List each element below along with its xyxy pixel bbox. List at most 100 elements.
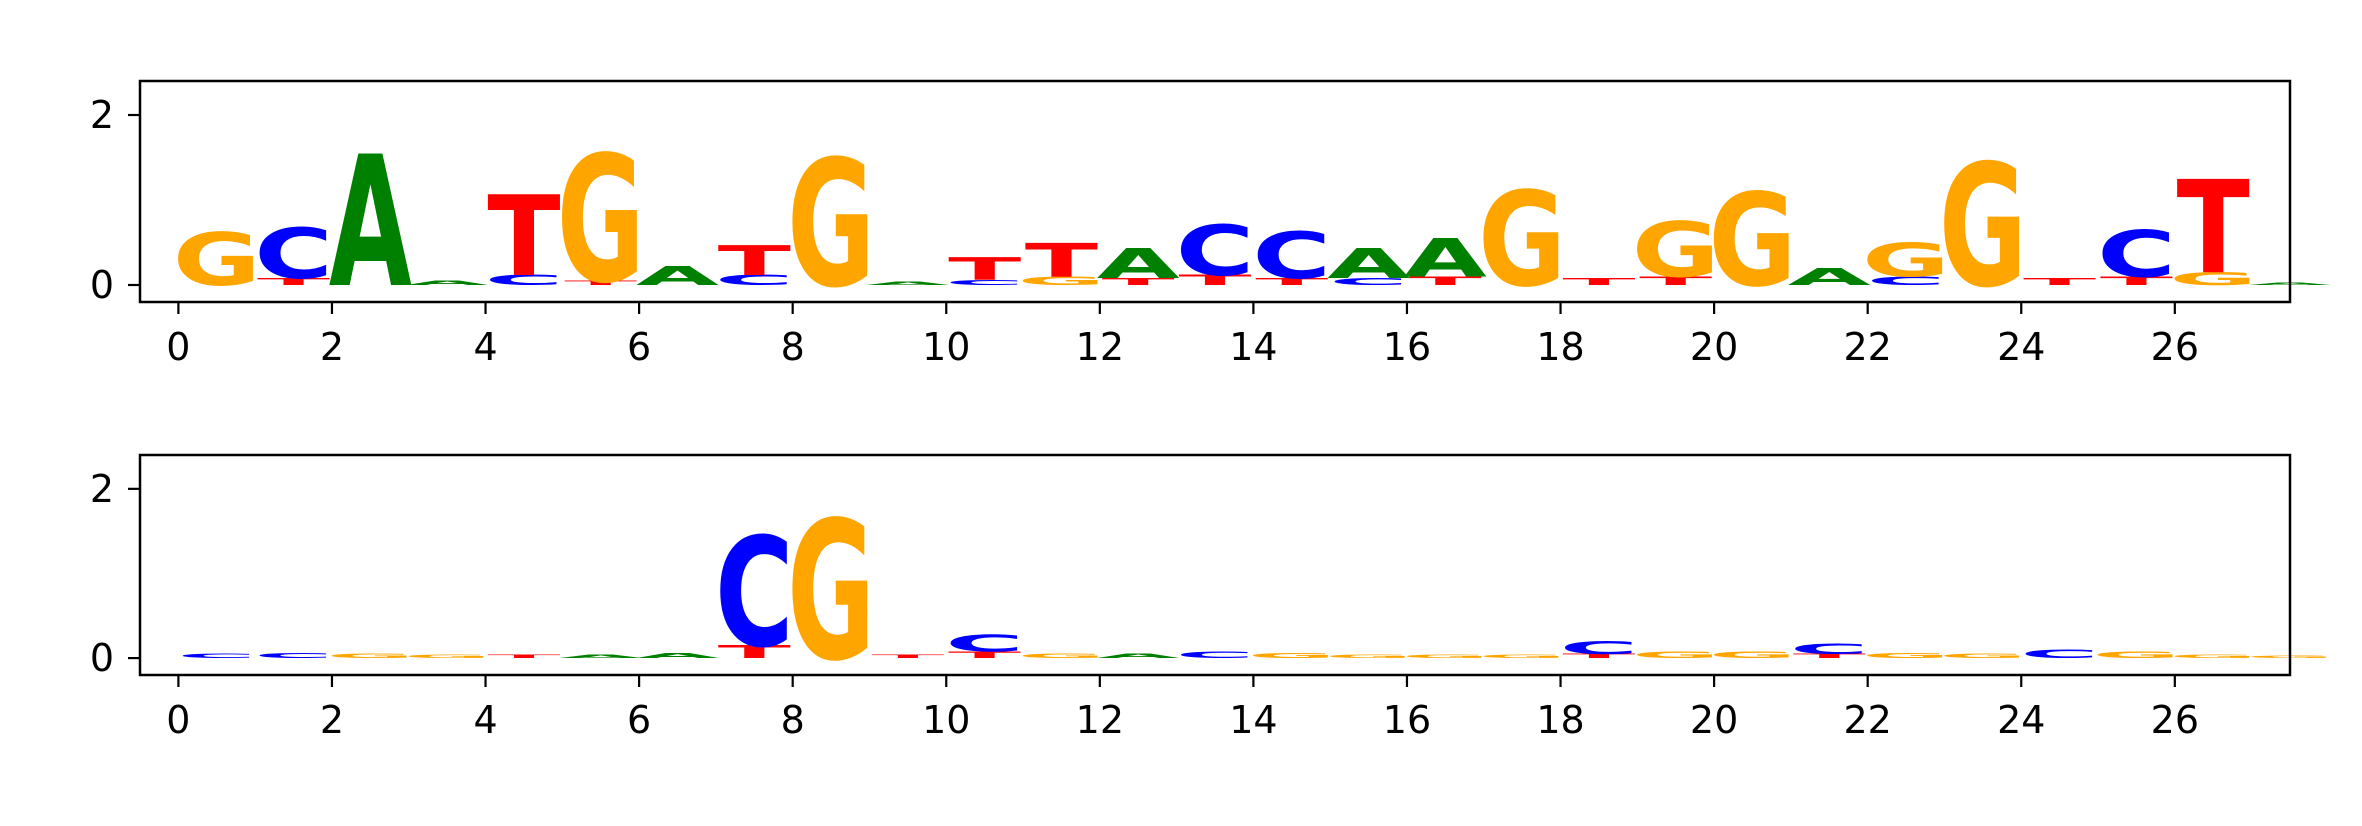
logo-letter-A: A <box>559 654 642 659</box>
x-tick-label: 4 <box>473 698 497 742</box>
logo-letter-T: T <box>718 642 791 662</box>
logo-letter-G: G <box>1017 274 1105 288</box>
logo-letter-A: A <box>1404 228 1487 289</box>
logo-letter-T: T <box>1102 276 1175 287</box>
logo-letter-T: T <box>2023 276 2096 287</box>
logo-letter-T: T <box>948 251 1021 288</box>
x-tick-label: 8 <box>781 325 805 369</box>
logo-letter-C: C <box>715 272 794 288</box>
logo-letter-G: G <box>1017 653 1105 660</box>
x-tick-label: 26 <box>2151 325 2199 369</box>
logo-letter-A: A <box>1327 241 1410 288</box>
logo-letter-A: A <box>866 281 949 286</box>
logo-letter-G: G <box>403 654 491 659</box>
x-tick-label: 2 <box>320 325 344 369</box>
logo-letter-T: T <box>2100 274 2173 288</box>
axes-frame <box>138 79 2292 304</box>
logo-letter-T: T <box>1178 272 1251 288</box>
logo-letter-T: T <box>564 280 637 287</box>
logo-letter-G: G <box>1248 652 1336 660</box>
logo-letter-G: G <box>1862 652 1950 660</box>
x-tick-label: 16 <box>1383 698 1431 742</box>
x-tick-label: 26 <box>2151 698 2199 742</box>
logo-letter-G: G <box>2169 269 2257 289</box>
logo-letter-G: G <box>173 218 261 302</box>
x-tick-label: 8 <box>781 698 805 742</box>
logo-letter-G: G <box>787 124 875 328</box>
logo-letter-A: A <box>406 280 489 287</box>
logo-letter-A: A <box>636 262 719 292</box>
logo-letter-C: C <box>254 652 333 660</box>
logo-letter-T: T <box>2177 153 2250 303</box>
logo-letter-A: A <box>329 118 412 328</box>
logo-letter-G: G <box>1401 654 1489 659</box>
logo-letter-G: G <box>2169 654 2257 659</box>
x-tick-label: 20 <box>1690 325 1738 369</box>
x-tick-label: 20 <box>1690 698 1738 742</box>
logo-letter-G: G <box>1632 649 1720 660</box>
logo-letter-T: T <box>948 649 1021 660</box>
logo-letter-C: C <box>1560 638 1639 658</box>
logo-letter-G: G <box>1325 654 1413 659</box>
x-tick-label: 16 <box>1383 325 1431 369</box>
x-tick-label: 4 <box>473 325 497 369</box>
x-tick-label: 14 <box>1229 698 1277 742</box>
logo-letter-T: T <box>1639 274 1712 288</box>
x-tick-label: 22 <box>1843 325 1891 369</box>
logo-letter-C: C <box>945 630 1024 657</box>
x-tick-label: 12 <box>1076 325 1124 369</box>
logo-letter-G: G <box>1708 166 1796 316</box>
logo-letter-C: C <box>1176 211 1255 292</box>
logo-letter-G: G <box>1708 649 1796 660</box>
logo-letter-G: G <box>1862 233 1950 288</box>
logo-letter-C: C <box>1252 219 1331 294</box>
x-tick-label: 12 <box>1076 698 1124 742</box>
logo-letter-C: C <box>945 278 1024 286</box>
x-tick-label: 6 <box>627 698 651 742</box>
x-tick-label: 6 <box>627 325 651 369</box>
logo-letter-C: C <box>1329 276 1408 287</box>
x-tick-label: 22 <box>1843 698 1891 742</box>
logo-letter-T: T <box>718 238 791 285</box>
x-tick-label: 24 <box>1997 325 2045 369</box>
logo-letter-A: A <box>1097 653 1180 660</box>
logo-letter-G: G <box>2092 649 2180 660</box>
logo-letter-C: C <box>2020 647 2099 661</box>
x-tick-label: 0 <box>166 698 190 742</box>
logo-letter-C: C <box>254 214 333 295</box>
x-tick-label: 2 <box>320 698 344 742</box>
x-tick-label: 0 <box>166 325 190 369</box>
logo-letter-T: T <box>1025 233 1098 288</box>
logo-letter-A: A <box>1097 241 1180 288</box>
logo-letter-T: T <box>1793 653 1866 660</box>
logo-letter-T: T <box>871 654 944 659</box>
logo-letter-G: G <box>557 119 645 323</box>
logo-letter-G: G <box>1939 130 2027 326</box>
logo-letter-G: G <box>1632 206 1720 294</box>
y-tick-label: 0 <box>90 636 114 680</box>
logo-letter-T: T <box>257 276 330 287</box>
logo-letter-A: A <box>1788 264 1871 291</box>
y-tick-label: 0 <box>90 263 114 307</box>
logo-letter-C: C <box>1790 641 1869 657</box>
logo-letter-C: C <box>177 653 256 660</box>
x-tick-label: 10 <box>922 698 970 742</box>
logo-letter-G: G <box>787 480 875 703</box>
logo-letter-C: C <box>1867 274 1946 288</box>
logo-letter-G: G <box>1478 165 1566 317</box>
logo-letter-C: C <box>715 506 794 681</box>
x-tick-label: 24 <box>1997 698 2045 742</box>
logo-letter-G: G <box>1478 654 1566 659</box>
logo-letter-C: C <box>1176 649 1255 660</box>
logo-letter-T: T <box>487 654 560 659</box>
logo-letter-A: A <box>636 652 719 660</box>
logo-letter-G: G <box>1939 653 2027 660</box>
logo-letter-T: T <box>1562 276 1635 287</box>
logo-letter-G: G <box>326 653 414 660</box>
x-tick-label: 18 <box>1536 698 1584 742</box>
